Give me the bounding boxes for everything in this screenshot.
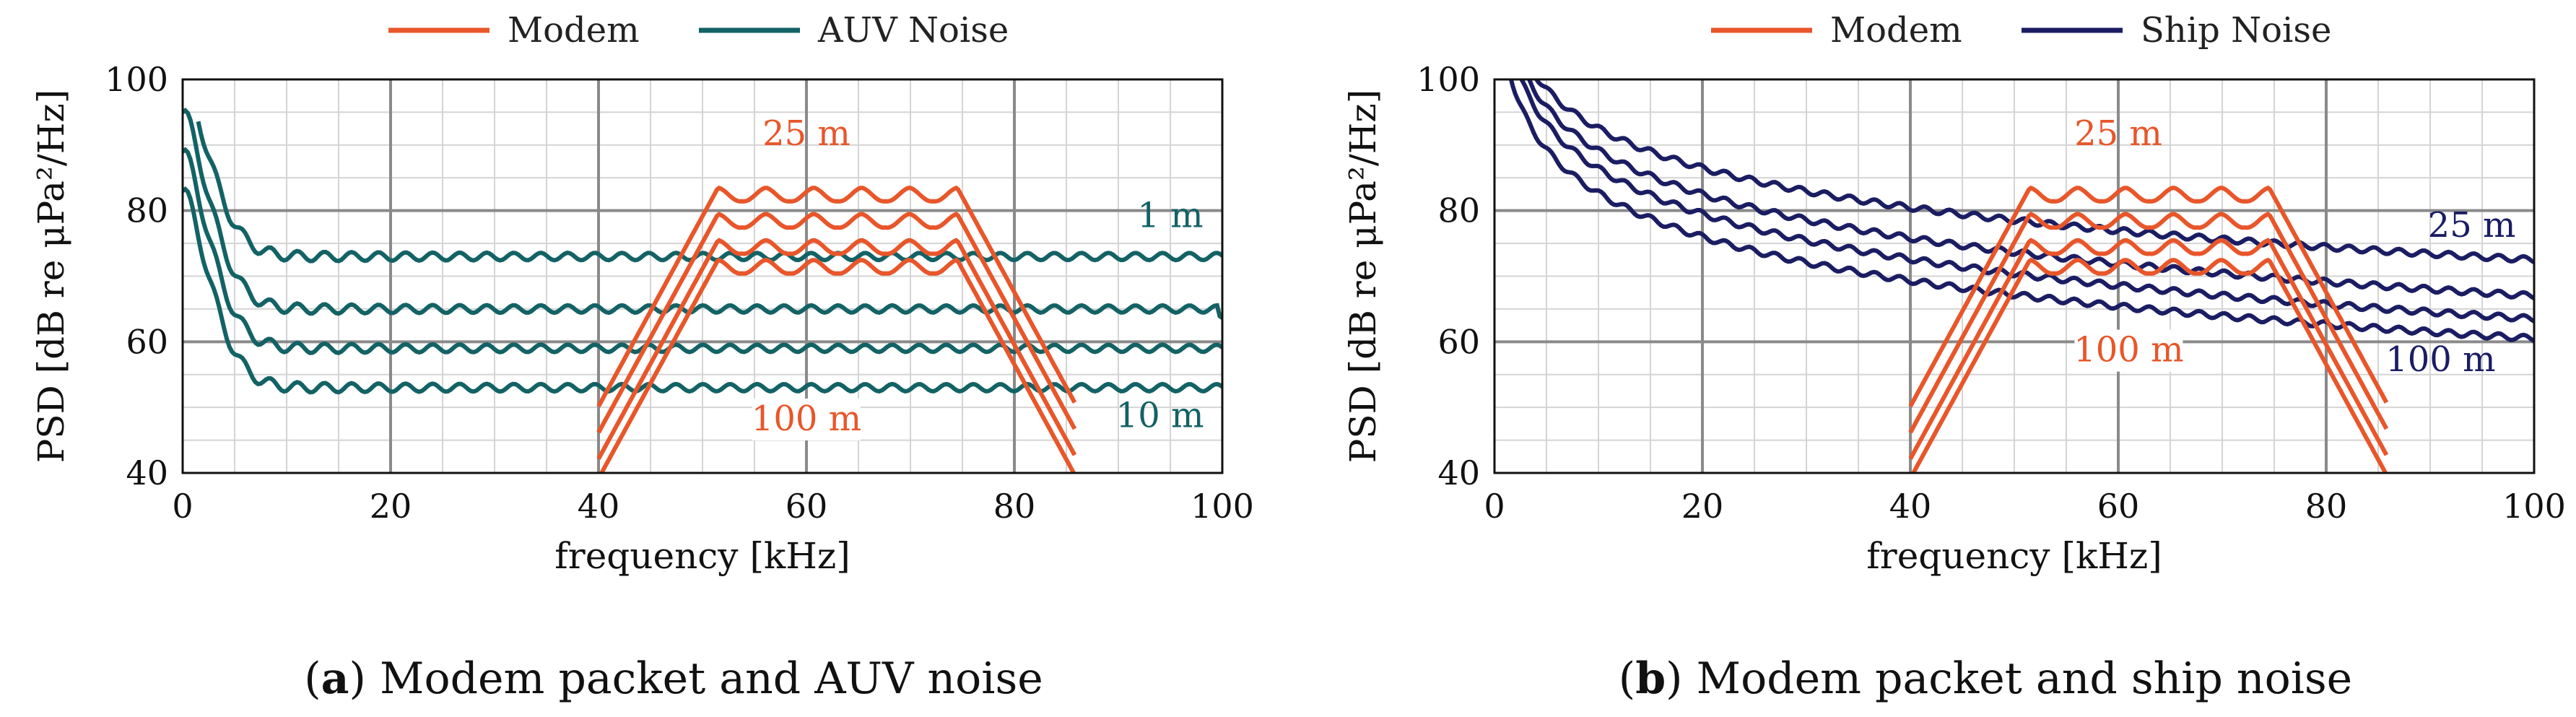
caption-letter: b xyxy=(1635,653,1666,704)
annotation-label: 25 m xyxy=(762,113,850,154)
x-tick-label: 0 xyxy=(172,487,193,526)
x-axis-label: frequency [kHz] xyxy=(1866,535,2162,577)
modem-series-line xyxy=(1908,238,2389,460)
caption-text: Modem packet and ship noise xyxy=(1697,653,2353,704)
x-tick-label: 80 xyxy=(2305,487,2348,526)
annotation-background xyxy=(752,398,861,440)
annotation-label: 1 m xyxy=(1137,195,1203,235)
y-tick-label: 100 xyxy=(105,60,168,99)
legend-label-modem: Modem xyxy=(1830,10,1962,51)
noise-series-line xyxy=(1508,79,2534,343)
modem-series-line xyxy=(1908,185,2389,408)
annotation-label: 100 m xyxy=(2074,330,2183,370)
x-tick-label: 20 xyxy=(1681,487,1724,526)
caption-paren-open: ( xyxy=(1619,653,1635,704)
x-tick-label: 60 xyxy=(2097,487,2140,526)
y-tick-label: 60 xyxy=(126,322,168,361)
noise-series-line xyxy=(183,186,1222,395)
chart-panel-a: 0 20 40 60 80 100 40 60 80 100 frequency [kHz] PSD … xyxy=(30,10,1254,704)
x-tick-label: 100 xyxy=(1191,487,1254,526)
caption-paren-close: ) xyxy=(349,653,380,704)
legend-label-noise: AUV Noise xyxy=(817,10,1009,51)
figure-caption: (b) Modem packet and ship noise xyxy=(1619,653,2352,704)
modem-series-line xyxy=(599,257,1076,473)
annotation-background xyxy=(2074,329,2183,372)
legend-label-modem: Modem xyxy=(508,10,640,51)
x-tick-label: 0 xyxy=(1484,487,1505,526)
y-tick-label: 60 xyxy=(1437,322,1480,361)
noise-series-line xyxy=(1533,79,2534,264)
y-tick-label: 40 xyxy=(1437,453,1480,492)
noise-series-line xyxy=(1526,79,2534,300)
modem-series-line xyxy=(1910,257,2388,473)
y-axis-label: PSD [dB re μPa²/Hz] xyxy=(1342,90,1384,463)
annotation-label: 25 m xyxy=(2074,113,2162,154)
x-tick-label: 60 xyxy=(786,487,828,526)
x-tick-label: 80 xyxy=(993,487,1036,526)
annotation-label: 10 m xyxy=(1116,395,1204,435)
noise-series-line xyxy=(183,108,1222,320)
modem-series-line xyxy=(1908,212,2389,434)
annotation-label: 25 m xyxy=(2428,205,2516,245)
y-tick-label: 80 xyxy=(1437,191,1480,230)
plot-frame xyxy=(181,78,1224,474)
caption-paren-open: ( xyxy=(304,653,321,704)
legend-label-noise: Ship Noise xyxy=(2141,10,2331,51)
y-tick-label: 80 xyxy=(126,191,168,230)
modem-series-line xyxy=(596,185,1077,408)
x-tick-label: 20 xyxy=(370,487,412,526)
noise-series-line xyxy=(183,147,1222,355)
noise-series-line xyxy=(1519,79,2534,323)
caption-letter: a xyxy=(321,653,349,704)
x-tick-label: 40 xyxy=(578,487,620,526)
chart-panel-b: 0 20 40 60 80 100 40 60 80 100 frequency [kHz] PSD … xyxy=(1342,10,2566,704)
figure-caption: (a) Modem packet and AUV noise xyxy=(304,653,1043,704)
modem-series-line xyxy=(596,238,1077,460)
x-tick-label: 40 xyxy=(1889,487,1932,526)
y-axis-label: PSD [dB re μPa²/Hz] xyxy=(30,90,72,463)
x-axis-label: frequency [kHz] xyxy=(554,535,850,577)
noise-series-line xyxy=(196,121,1222,264)
annotation-label: 100 m xyxy=(2385,339,2495,380)
annotation-label: 100 m xyxy=(752,399,861,439)
x-tick-label: 100 xyxy=(2502,487,2566,526)
caption-paren-close: ) xyxy=(1666,653,1696,704)
plot-frame xyxy=(1493,78,2536,474)
y-tick-label: 40 xyxy=(126,453,168,492)
y-tick-label: 100 xyxy=(1417,60,1480,99)
modem-series-line xyxy=(596,212,1077,434)
caption-text: Modem packet and AUV noise xyxy=(380,653,1043,704)
